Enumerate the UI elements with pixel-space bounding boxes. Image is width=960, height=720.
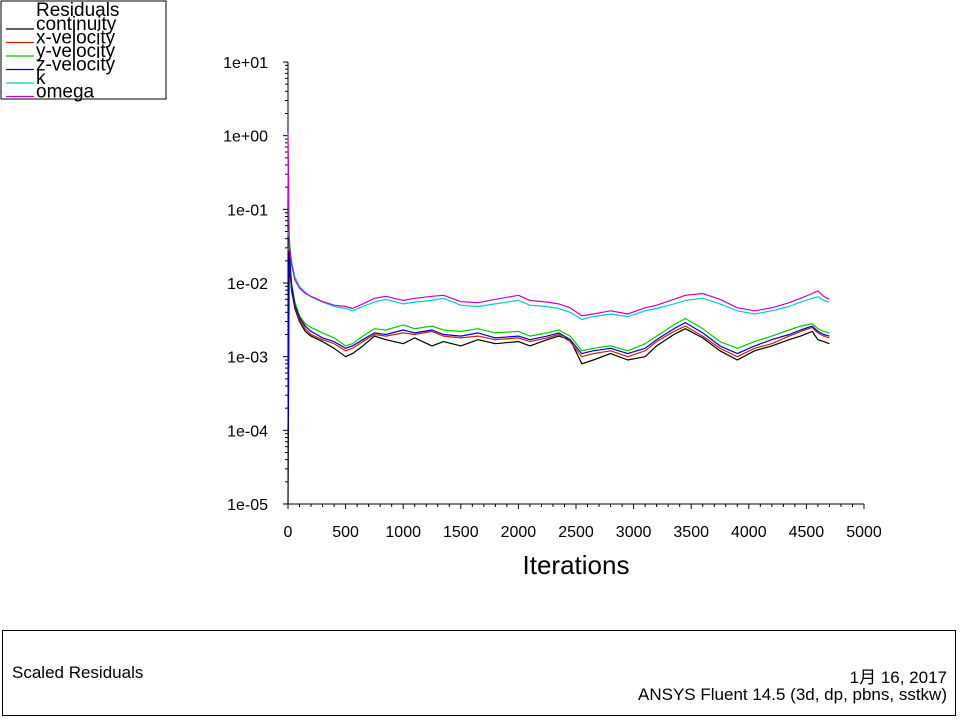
series-line-continuity (287, 260, 830, 505)
legend-label-x-velocity: x-velocity (36, 28, 116, 49)
x-tick-label: 5000 (846, 524, 882, 541)
y-tick-label: 1e+00 (223, 129, 268, 146)
plot-title: Scaled Residuals (12, 663, 144, 682)
residual-series (287, 132, 830, 505)
x-tick-label: 3500 (673, 524, 709, 541)
y-tick-label: 1e+01 (223, 55, 268, 72)
series-line-k (287, 231, 830, 321)
legend-label-y-velocity: y-velocity (36, 41, 116, 62)
plot-axes (287, 62, 864, 505)
x-tick-label: 500 (332, 524, 359, 541)
x-tick-label: 4000 (731, 524, 767, 541)
y-tick-label: 1e-02 (227, 276, 268, 293)
legend-label-z-velocity: z-velocity (36, 55, 116, 76)
x-tick-label: 1500 (443, 524, 479, 541)
y-tick-label: 1e-05 (227, 497, 268, 514)
y-tick-label: 1e-04 (227, 423, 268, 440)
x-tick-label: 3000 (616, 524, 652, 541)
legend-label-continuity: continuity (36, 14, 117, 35)
plot-date: 1月 16, 2017 (849, 668, 947, 687)
series-line-y-velocity (287, 157, 830, 352)
x-tick-label: 2000 (501, 524, 537, 541)
x-tick-label: 0 (284, 524, 293, 541)
legend-items: continuityx-velocityy-velocityz-velocity… (6, 14, 117, 103)
x-tick-label: 4500 (789, 524, 825, 541)
x-tick-label: 1000 (385, 524, 421, 541)
x-tick-label: 2500 (558, 524, 594, 541)
series-line-z-velocity (287, 249, 830, 431)
axis-ticks: 1e+01 1e+00 1e-01 1e-02 1e-03 1e-04 1e-05 0 500 1… (223, 55, 882, 541)
y-tick-label: 1e-01 (227, 202, 268, 219)
y-tick-label: 1e-03 (227, 350, 268, 367)
residuals-chart: 1e+01 1e+00 1e-01 1e-02 1e-03 1e-04 1e-05 0 500 1… (0, 0, 882, 580)
legend-label-omega: omega (36, 82, 95, 103)
legend-title: Residuals (36, 0, 119, 21)
series-line-omega (287, 132, 830, 317)
legend: Residuals continuityx-velocityy-velocity… (0, 0, 167, 103)
legend-label-k: k (36, 68, 46, 89)
plot-info-panel: Scaled Residuals 1月 16, 2017 ANSYS Fluen… (2, 630, 956, 716)
series-line-x-velocity (287, 247, 830, 358)
x-axis-title: Iterations (523, 550, 630, 580)
software-version: ANSYS Fluent 14.5 (3d, dp, pbns, sstkw) (638, 685, 947, 704)
